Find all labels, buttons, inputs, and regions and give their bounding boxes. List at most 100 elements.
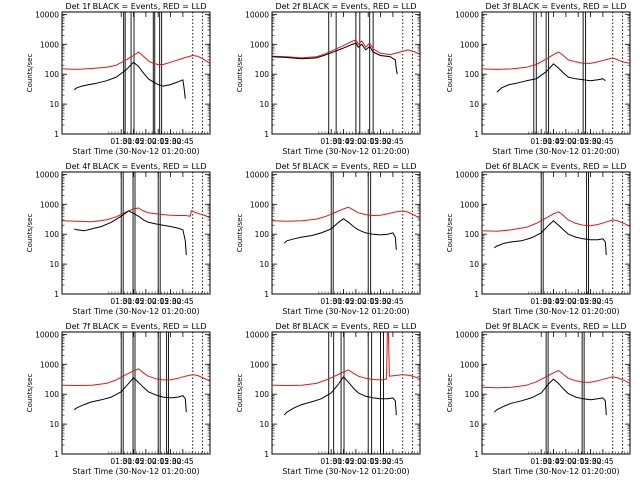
x-tick-label: 02:15 — [567, 457, 589, 466]
x-tick-label: 01:45 — [123, 137, 145, 146]
series-lld-line — [272, 206, 420, 222]
x-tick-label: 01:30 — [320, 137, 342, 146]
x-tick-label: 01:45 — [543, 297, 565, 306]
x-axis-label: Start Time (30-Nov-12 01:20:00) — [72, 307, 199, 316]
plot-area — [482, 172, 630, 294]
series-lld-line — [272, 39, 420, 59]
y-tick-label: 1 — [54, 290, 59, 299]
x-tick-label: 02:00 — [135, 297, 157, 306]
plot-area — [62, 332, 210, 454]
y-tick-label: 1 — [264, 450, 269, 459]
y-tick-label: 100 — [45, 230, 60, 239]
x-tick-label: 02:45 — [592, 137, 614, 146]
series-events-line — [283, 376, 397, 416]
x-tick-label: 02:15 — [357, 297, 379, 306]
x-tick-label: 02:15 — [147, 297, 169, 306]
x-tick-label: 02:15 — [147, 457, 169, 466]
x-tick-label: 02:15 — [567, 297, 589, 306]
x-tick-label: 02:45 — [172, 137, 194, 146]
x-tick-label: 01:30 — [110, 297, 132, 306]
y-tick-label: 1 — [264, 130, 269, 139]
y-tick-label: 10000 — [35, 330, 59, 339]
series-lld-line — [62, 368, 210, 386]
y-tick-label: 10000 — [35, 10, 59, 19]
x-tick-label: 02:00 — [345, 297, 367, 306]
y-tick-label: 100 — [255, 70, 270, 79]
chart-title: Det 3f BLACK = Events, RED = LLD — [485, 2, 626, 11]
chart-title: Det 9f BLACK = Events, RED = LLD — [485, 322, 626, 331]
x-tick-label: 02:45 — [592, 457, 614, 466]
x-tick-label: 02:45 — [172, 457, 194, 466]
x-tick-label: 02:30 — [370, 297, 392, 306]
y-tick-label: 1000 — [40, 200, 59, 209]
series-events-line — [73, 377, 187, 413]
x-tick-label: 01:45 — [333, 137, 355, 146]
x-tick-label: 02:45 — [382, 457, 404, 466]
y-tick-label: 10 — [49, 260, 59, 269]
x-tick-label: 01:30 — [110, 457, 132, 466]
panel-3: 1 10 100 1000 10000 01:3001:4502:0002:1502:30… — [446, 2, 631, 156]
x-axis-label: Start Time (30-Nov-12 01:20:00) — [282, 307, 409, 316]
x-axis-label: Start Time (30-Nov-12 01:20:00) — [282, 147, 409, 156]
series-lld-line — [482, 211, 630, 232]
x-tick-label: 02:45 — [382, 137, 404, 146]
plot-area — [272, 12, 420, 134]
x-tick-label: 02:15 — [147, 137, 169, 146]
x-tick-label: 02:30 — [370, 137, 392, 146]
x-axis-label: Start Time (30-Nov-12 01:20:00) — [72, 467, 199, 476]
plot-area — [482, 12, 630, 134]
y-axis-label: Counts/sec — [26, 54, 34, 93]
x-axis-label: Start Time (30-Nov-12 01:20:00) — [282, 467, 409, 476]
y-tick-label: 1000 — [40, 360, 59, 369]
y-tick-label: 10000 — [455, 10, 479, 19]
x-tick-label: 01:30 — [320, 457, 342, 466]
y-tick-label: 10 — [469, 260, 479, 269]
x-tick-label: 02:00 — [345, 457, 367, 466]
x-tick-label: 01:30 — [320, 297, 342, 306]
x-tick-label: 02:30 — [160, 457, 182, 466]
x-tick-label: 02:30 — [370, 457, 392, 466]
x-tick-label: 02:30 — [160, 297, 182, 306]
y-tick-label: 1000 — [250, 200, 269, 209]
y-tick-label: 100 — [465, 390, 480, 399]
y-tick-label: 1 — [54, 450, 59, 459]
y-axis-label: Counts/sec — [236, 214, 244, 253]
x-axis-label: Start Time (30-Nov-12 01:20:00) — [492, 307, 619, 316]
plot-frame — [61, 331, 211, 455]
series-lld-line — [62, 207, 210, 223]
y-axis-label: Counts/sec — [446, 374, 454, 413]
y-tick-label: 100 — [45, 70, 60, 79]
y-tick-label: 10 — [259, 100, 269, 109]
y-axis-label: Counts/sec — [26, 374, 34, 413]
y-tick-label: 10000 — [455, 330, 479, 339]
x-tick-label: 01:45 — [123, 297, 145, 306]
x-tick-label: 02:30 — [580, 297, 602, 306]
plot-frame — [481, 171, 631, 295]
chart-title: Det 6f BLACK = Events, RED = LLD — [485, 162, 626, 171]
series-events-line — [496, 63, 606, 93]
y-tick-label: 10 — [49, 100, 59, 109]
x-axis-label: Start Time (30-Nov-12 01:20:00) — [72, 147, 199, 156]
series-lld-line — [62, 51, 210, 70]
y-tick-label: 1 — [474, 290, 479, 299]
chart-title: Det 1f BLACK = Events, RED = LLD — [65, 2, 206, 11]
x-tick-label: 02:45 — [592, 297, 614, 306]
plot-area — [272, 332, 420, 454]
panel-4: 1 10 100 1000 10000 01:3001:4502:0002:1502:30… — [26, 162, 211, 316]
series-events-line — [494, 220, 607, 256]
x-tick-label: 01:45 — [543, 137, 565, 146]
y-tick-label: 1000 — [460, 200, 479, 209]
x-tick-label: 02:00 — [555, 137, 577, 146]
x-tick-label: 01:30 — [530, 297, 552, 306]
plot-frame — [481, 331, 631, 455]
x-tick-label: 02:30 — [580, 137, 602, 146]
x-tick-label: 01:30 — [530, 137, 552, 146]
chart-title: Det 8f BLACK = Events, RED = LLD — [275, 322, 416, 331]
plot-frame — [271, 11, 421, 135]
y-tick-label: 10000 — [455, 170, 479, 179]
y-tick-label: 1000 — [460, 360, 479, 369]
panel-1: 1 10 100 1000 10000 01:3001:4502:0002:1502:30… — [26, 2, 211, 156]
plot-area — [62, 12, 210, 134]
series-lld-line — [482, 51, 630, 70]
x-tick-label: 01:45 — [543, 457, 565, 466]
